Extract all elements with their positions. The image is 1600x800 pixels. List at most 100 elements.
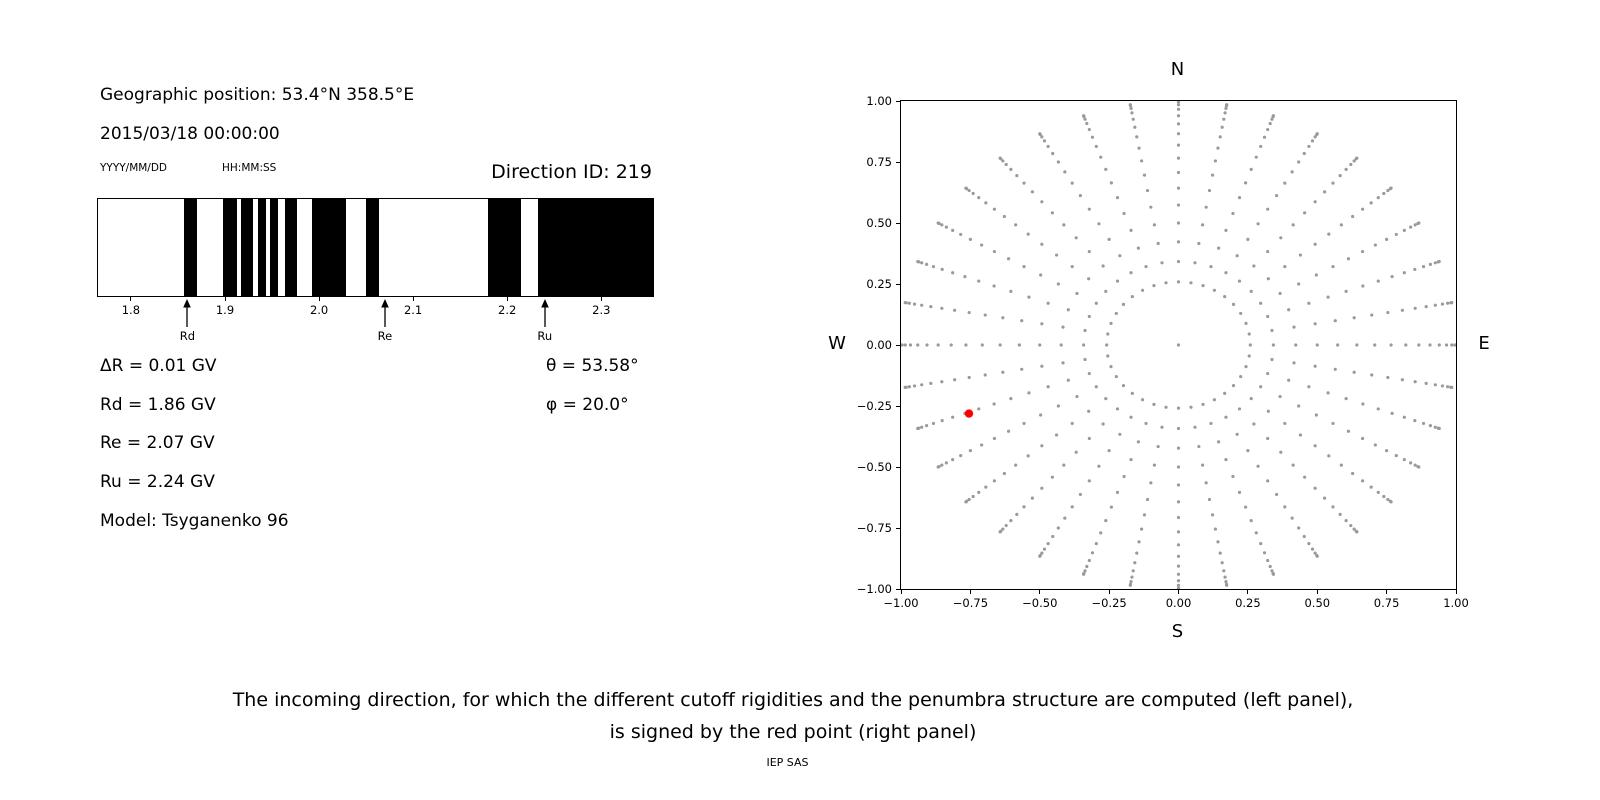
x-tick xyxy=(900,590,902,594)
direction-grid-point xyxy=(1231,474,1235,479)
y-tick xyxy=(896,466,900,468)
direction-grid-point xyxy=(1114,311,1118,316)
direction-grid-point xyxy=(1104,397,1108,401)
direction-grid-point xyxy=(1216,540,1220,544)
x-tick xyxy=(130,297,132,301)
direction-grid-point xyxy=(1450,343,1454,347)
direction-grid-point xyxy=(1313,200,1317,204)
direction-grid-point xyxy=(1310,139,1315,143)
direction-id-title: Direction ID: 219 xyxy=(491,161,652,183)
direction-grid-point xyxy=(1402,458,1406,462)
direction-grid-point xyxy=(1056,282,1060,286)
cutoff-marker-arrow-icon xyxy=(365,299,405,327)
x-tick xyxy=(1247,590,1249,594)
direction-grid-point xyxy=(1237,490,1242,494)
direction-grid-point xyxy=(1244,181,1248,185)
direction-grid-point xyxy=(1333,319,1337,323)
direction-grid-point xyxy=(1244,321,1248,325)
direction-grid-point xyxy=(1014,463,1018,467)
direction-grid-point xyxy=(1315,343,1319,347)
x-tick xyxy=(412,297,414,301)
direction-grid-point xyxy=(912,302,917,306)
direction-grid-point xyxy=(1200,223,1205,227)
direction-grid-point xyxy=(1026,232,1030,236)
direction-grid-point xyxy=(1131,569,1135,573)
direction-grid-point xyxy=(1421,421,1426,426)
direction-grid-point xyxy=(1066,308,1070,312)
direction-grid-point xyxy=(1344,397,1348,401)
y-tick-label: −1.00 xyxy=(856,582,892,596)
direction-grid-point xyxy=(1027,295,1031,299)
direction-grid-point xyxy=(1382,494,1386,499)
direction-grid-point xyxy=(1327,232,1331,236)
direction-grid-point xyxy=(1373,443,1377,447)
direction-grid-point xyxy=(1291,463,1295,467)
direction-grid-point xyxy=(1244,505,1248,509)
direction-grid-point xyxy=(1176,406,1181,410)
direction-grid-point xyxy=(1209,264,1213,269)
cutoff-marker-arrow-icon xyxy=(167,299,207,327)
direction-grid-point xyxy=(959,453,963,458)
direction-grid-point xyxy=(929,381,933,385)
direction-grid-point xyxy=(1369,201,1373,205)
direction-grid-point xyxy=(1106,354,1110,358)
direction-grid-point xyxy=(1083,117,1087,121)
direction-grid-point xyxy=(1231,383,1236,388)
penumbra-allowed-band xyxy=(488,199,522,296)
direction-grid-point xyxy=(1244,365,1248,369)
direction-grid-point xyxy=(1220,125,1224,129)
direction-grid-point xyxy=(1210,513,1215,517)
direction-grid-point xyxy=(1307,301,1311,305)
direction-grid-point xyxy=(1144,421,1148,426)
direction-grid-point xyxy=(959,232,963,237)
direction-grid-point xyxy=(1009,519,1013,523)
direction-grid-point xyxy=(1130,295,1134,299)
y-tick-label: 0.75 xyxy=(866,155,892,169)
direction-grid-point xyxy=(1266,436,1270,441)
direction-grid-point xyxy=(984,485,988,489)
direction-grid-point xyxy=(1009,289,1013,293)
direction-grid-point xyxy=(992,479,996,483)
direction-grid-point xyxy=(1235,432,1239,436)
direction-grid-point xyxy=(1376,490,1380,494)
direction-grid-point xyxy=(1030,496,1034,500)
direction-grid-point xyxy=(1128,103,1132,107)
selected-direction-point xyxy=(964,409,974,418)
compass-south-label: S xyxy=(1171,621,1184,642)
direction-grid-point xyxy=(1087,207,1091,211)
direction-grid-point xyxy=(983,313,987,317)
penumbra-allowed-band xyxy=(241,199,254,296)
direction-grid-point xyxy=(1176,203,1181,207)
direction-grid-point xyxy=(1050,475,1054,479)
direction-grid-point xyxy=(953,378,957,382)
direction-grid-point xyxy=(1400,378,1404,382)
direction-grid-point xyxy=(1136,246,1140,250)
direction-grid-point xyxy=(1050,211,1054,215)
x-tick xyxy=(1316,590,1318,594)
direction-grid-point xyxy=(1417,465,1421,469)
direction-grid-point xyxy=(1313,135,1317,139)
direction-grid-point xyxy=(920,303,924,307)
direction-grid-point xyxy=(1278,291,1282,296)
direction-grid-point xyxy=(1310,547,1315,551)
direction-grid-point xyxy=(1222,117,1226,121)
direction-grid-point xyxy=(1042,547,1047,551)
x-tick xyxy=(318,297,320,301)
direction-grid-point xyxy=(992,436,996,441)
direction-grid-point xyxy=(1333,367,1337,371)
direction-grid-point xyxy=(1370,373,1374,377)
penumbra-chart: 1.8 1.9 2.0 2.1 2.2 2.3 Rd Re Ru xyxy=(97,198,654,343)
direction-grid-point xyxy=(940,463,944,467)
direction-grid-point xyxy=(1389,500,1393,504)
direction-grid-point xyxy=(1302,151,1306,156)
direction-grid-point xyxy=(1413,419,1417,423)
direction-grid-point xyxy=(951,228,955,232)
direction-grid-point xyxy=(1006,429,1011,433)
direction-grid-point xyxy=(940,380,944,384)
direction-grid-point xyxy=(984,201,988,205)
direction-grid-point xyxy=(998,530,1002,534)
direction-grid-point xyxy=(971,191,975,196)
direction-grid-point xyxy=(1386,188,1390,193)
direction-grid-point xyxy=(1224,228,1228,232)
direction-grid-point xyxy=(940,306,944,310)
